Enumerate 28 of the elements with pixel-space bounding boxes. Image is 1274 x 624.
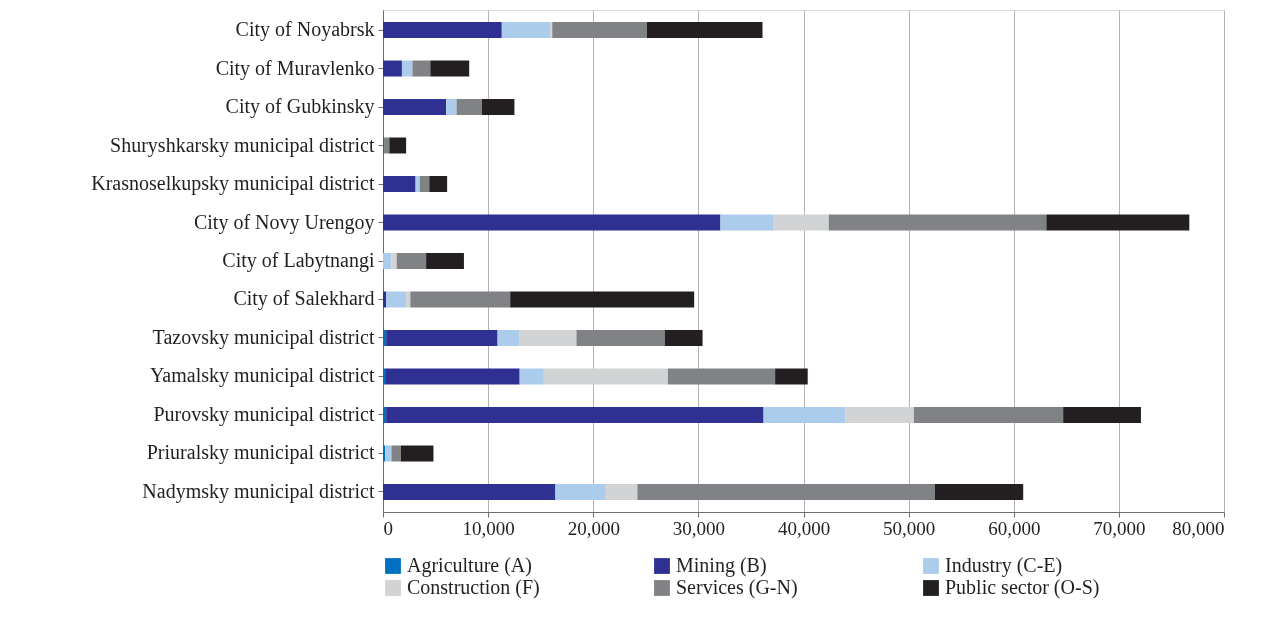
x-tick-label: 40,000 [777, 517, 831, 539]
x-tick-label: 10,000 [462, 517, 515, 539]
x-tick-label: 80,000 [1172, 517, 1225, 539]
y-tick-label: Priuralsky municipal district [146, 441, 375, 465]
legend-label: Mining (B) [676, 554, 767, 577]
legend-label: Industry (C-E) [945, 554, 1063, 577]
y-tick-label: City of Gubkinsky [225, 95, 375, 119]
x-tick-label: 70,000 [1093, 517, 1146, 539]
x-tick-label: 20,000 [567, 517, 620, 539]
legend-label: Services (G-N) [676, 576, 798, 599]
y-tick-label: City of Noyabrsk [235, 18, 375, 42]
y-tick-label: City of Muravlenko [215, 56, 375, 80]
y-tick-label: City of Labytnangi [222, 249, 375, 272]
y-tick-label: Krasnoselkupsky municipal district [91, 172, 375, 196]
x-tick-label: 60,000 [988, 517, 1041, 539]
y-tick-label: City of Salekhard [233, 287, 375, 311]
legend-label: Public sector (O-S) [945, 576, 1100, 599]
y-tick-label: City of Novy Urengoy [193, 210, 375, 234]
x-tick-label: 30,000 [672, 517, 725, 539]
x-tick-label: 0 [383, 517, 393, 539]
y-tick-label: Tazovsky municipal district [152, 325, 375, 349]
y-tick-label: Nadymsky municipal district [142, 479, 375, 503]
y-tick-label: Purovsky municipal district [153, 402, 375, 426]
x-tick-label: 50,000 [883, 517, 936, 539]
y-tick-label: Shuryshkarsky municipal district [110, 133, 375, 157]
legend-label: Agriculture (A) [407, 554, 532, 577]
legend-label: Construction (F) [407, 576, 540, 599]
y-tick-label: Yamalsky municipal district [149, 364, 375, 388]
